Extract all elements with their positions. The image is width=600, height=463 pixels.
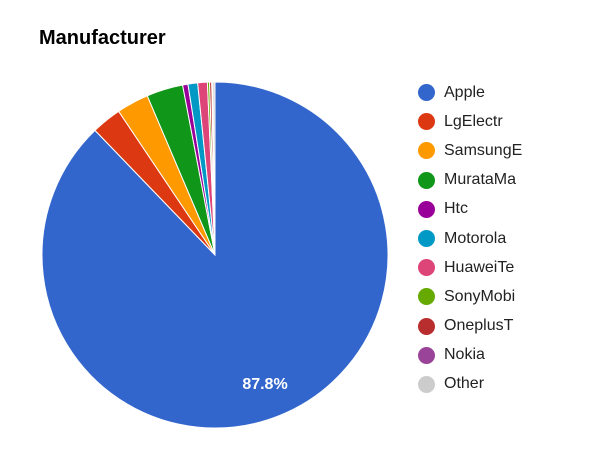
legend: Apple LgElectr SamsungE MurataMa Htc Motorola… <box>418 78 522 399</box>
legend-swatch-icon <box>418 288 435 306</box>
legend-item-other[interactable]: Other <box>418 370 522 399</box>
legend-label: Other <box>444 375 485 393</box>
legend-item-motorola[interactable]: Motorola <box>418 224 522 253</box>
legend-swatch-icon <box>418 142 435 160</box>
legend-label: MurataMa <box>444 171 517 189</box>
legend-label: Htc <box>444 200 468 218</box>
legend-item-htc[interactable]: Htc <box>418 195 522 224</box>
legend-item-lgelectr[interactable]: LgElectr <box>418 107 522 136</box>
legend-item-apple[interactable]: Apple <box>418 78 522 107</box>
legend-swatch-icon <box>418 259 435 277</box>
legend-item-huaweite[interactable]: HuaweiTe <box>418 253 522 282</box>
legend-swatch-icon <box>418 171 435 189</box>
legend-label: SamsungE <box>444 141 523 159</box>
legend-label: LgElectr <box>444 112 503 130</box>
legend-swatch-icon <box>418 375 435 393</box>
legend-swatch-icon <box>418 200 435 218</box>
legend-label: Motorola <box>444 229 507 247</box>
legend-label: Nokia <box>444 346 485 364</box>
legend-swatch-icon <box>418 84 435 102</box>
legend-item-muratama[interactable]: MurataMa <box>418 166 522 195</box>
legend-label: HuaweiTe <box>444 258 515 276</box>
legend-swatch-icon <box>418 113 435 131</box>
legend-label: Apple <box>444 83 485 101</box>
chart-title: Manufacturer <box>39 27 166 49</box>
legend-label: OneplusT <box>444 317 514 335</box>
legend-swatch-icon <box>418 346 435 364</box>
legend-item-nokia[interactable]: Nokia <box>418 341 522 370</box>
legend-item-sonymobi[interactable]: SonyMobi <box>418 282 522 311</box>
legend-swatch-icon <box>418 317 435 335</box>
slice-label-apple: 87.8% <box>242 376 287 393</box>
legend-item-oneplust[interactable]: OneplusT <box>418 312 522 341</box>
legend-item-samsunge[interactable]: SamsungE <box>418 136 522 165</box>
legend-label: SonyMobi <box>444 287 516 305</box>
legend-swatch-icon <box>418 230 435 248</box>
pie-slice-other[interactable] <box>212 81 216 256</box>
